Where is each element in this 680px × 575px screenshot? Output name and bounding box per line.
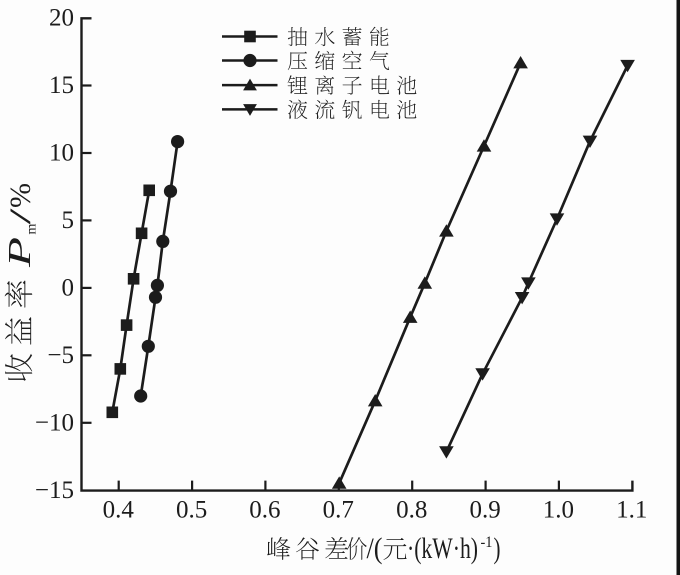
svg-text:0.8: 0.8 — [396, 497, 427, 524]
svg-text:−10: −10 — [35, 409, 74, 436]
svg-text:10: 10 — [49, 140, 74, 167]
svg-text:-1: -1 — [481, 534, 493, 551]
svg-text:%: % — [4, 183, 37, 208]
svg-text:0.6: 0.6 — [249, 497, 280, 524]
svg-text:0.5: 0.5 — [176, 497, 207, 524]
svg-text:m: m — [25, 224, 40, 235]
svg-text:0.4: 0.4 — [103, 497, 135, 524]
svg-text:/: / — [4, 207, 37, 224]
svg-text:0.9: 0.9 — [469, 497, 500, 524]
svg-text:·(kW·h): ·(kW·h) — [407, 532, 478, 565]
svg-text:−15: −15 — [35, 477, 74, 504]
svg-text:0.7: 0.7 — [323, 497, 354, 524]
svg-text:0: 0 — [62, 274, 75, 301]
svg-text:/(: /( — [367, 532, 383, 565]
svg-text:15: 15 — [49, 72, 74, 99]
svg-text:5: 5 — [62, 207, 75, 234]
svg-text:−5: −5 — [47, 342, 74, 369]
svg-text:P: P — [1, 237, 37, 269]
svg-text:20: 20 — [49, 5, 74, 32]
svg-text:1.1: 1.1 — [616, 497, 647, 524]
svg-text:): ) — [494, 532, 501, 565]
svg-text:1.0: 1.0 — [543, 497, 574, 524]
